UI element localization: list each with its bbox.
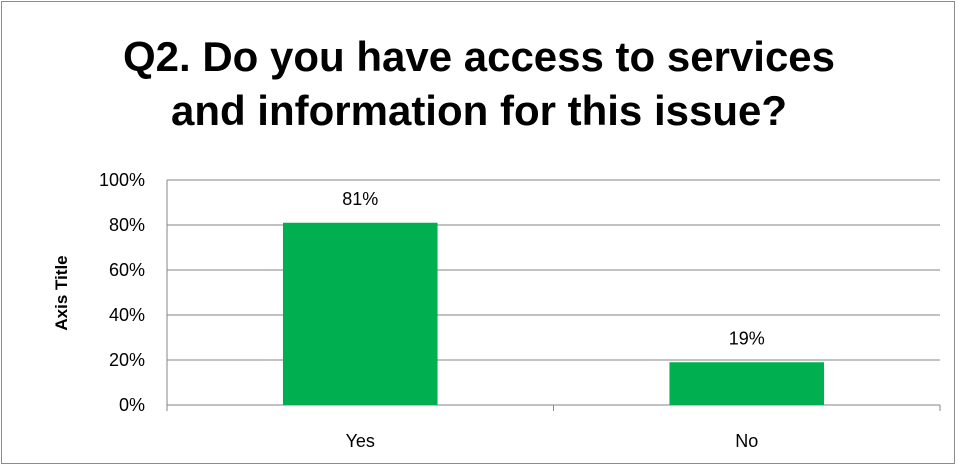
y-tick-label: 80% [109, 215, 145, 235]
y-tick-label: 100% [99, 170, 145, 190]
y-tick-label: 0% [119, 395, 145, 415]
chart-title-line-1: Q2. Do you have access to services [122, 33, 836, 80]
y-tick-label: 20% [109, 350, 145, 370]
chart-title: Q2. Do you have access to services and i… [0, 30, 958, 138]
chart-title-line-2: and information for this issue? [170, 87, 788, 134]
data-label: 81% [342, 189, 378, 209]
y-tick-label: 40% [109, 305, 145, 325]
bar-no [669, 362, 825, 405]
y-tick-label: 60% [109, 260, 145, 280]
data-label: 19% [729, 328, 765, 348]
bar-yes [282, 222, 438, 405]
x-tick-label: Yes [346, 431, 375, 451]
x-tick-label: No [735, 431, 758, 451]
